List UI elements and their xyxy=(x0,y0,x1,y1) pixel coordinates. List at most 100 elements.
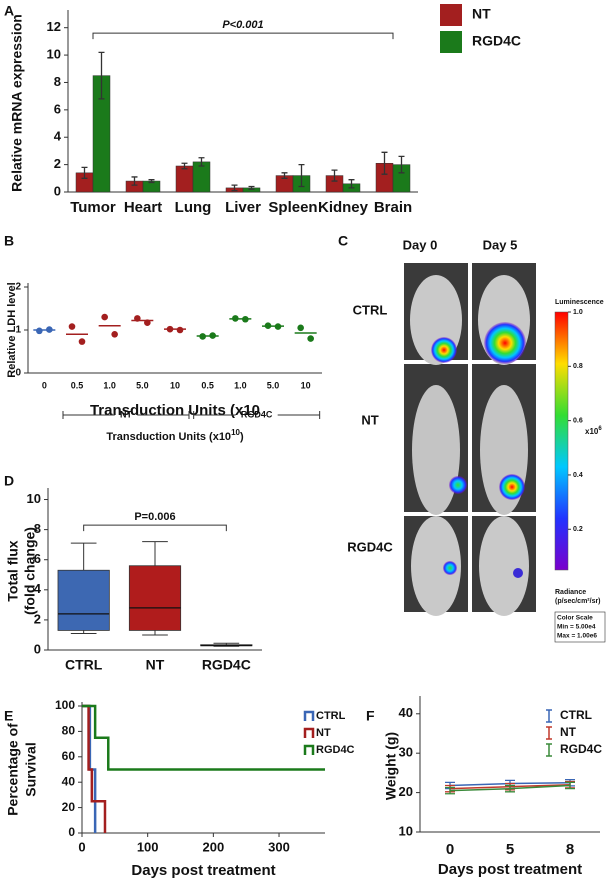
legend-label: RGD4C xyxy=(560,742,602,756)
x-tick-label: Tumor xyxy=(70,199,116,216)
x-tick-label: 10 xyxy=(170,380,180,390)
y-axis-label: Weight (g) xyxy=(383,732,399,800)
colorbar-tick-label: 0.6 xyxy=(573,417,583,424)
x-tick-label: 1.0 xyxy=(234,380,247,390)
box xyxy=(128,565,182,631)
x-tick-label: 100 xyxy=(137,839,159,854)
error-bar xyxy=(398,155,405,174)
error-bar xyxy=(381,151,388,175)
y-tick-label: 0 xyxy=(68,825,75,839)
y-tick-label: 2 xyxy=(54,156,61,171)
x-tick-label: 10 xyxy=(301,380,311,390)
y-tick-label: 6 xyxy=(34,551,41,566)
color-scale-box xyxy=(554,611,606,643)
whisker-lower xyxy=(142,630,168,636)
x-tick-label: Brain xyxy=(374,199,412,216)
y-tick-label: 10 xyxy=(47,47,61,62)
x-tick-label: Kidney xyxy=(318,199,369,216)
mouse xyxy=(479,516,529,616)
error-bar xyxy=(131,176,138,186)
signal xyxy=(513,568,523,578)
data-point xyxy=(78,338,86,345)
y-tick-label: 0 xyxy=(15,368,21,379)
colorbar-unit: x106 xyxy=(585,426,602,437)
x-tick-label: NT xyxy=(146,657,165,673)
error-bar xyxy=(298,163,305,188)
data-point xyxy=(307,335,314,342)
x-tick-label: 5.0 xyxy=(267,380,280,390)
signal xyxy=(484,322,526,364)
error-bar xyxy=(248,185,255,190)
mouse xyxy=(412,385,460,515)
y-tick-label: 2 xyxy=(34,611,41,626)
x-tick-label: 1.0 xyxy=(103,380,116,390)
panel-label: F xyxy=(366,708,375,724)
signal xyxy=(431,337,457,363)
error-bar xyxy=(331,169,338,182)
bar xyxy=(175,165,194,193)
y-tick-label: 60 xyxy=(62,749,76,763)
y-tick-label: 8 xyxy=(54,74,61,89)
x-tick-label: 0 xyxy=(446,841,454,858)
group-label: NT xyxy=(120,409,132,419)
radiance-label: (p/sec/cm²/sr) xyxy=(555,598,601,605)
whisker-upper xyxy=(142,541,168,566)
annotation: P<0.001 xyxy=(222,19,263,31)
legend-label: NT xyxy=(316,727,331,739)
colorbar-tick-label: 0.8 xyxy=(573,363,583,370)
box xyxy=(57,569,110,631)
significance-bracket xyxy=(83,524,227,532)
panel-label: E xyxy=(4,708,13,724)
y-axis-label: Total flux xyxy=(5,540,21,601)
data-point xyxy=(68,323,76,330)
y-axis-label: Percentage of xyxy=(5,723,21,816)
y-tick-label: 40 xyxy=(399,705,413,720)
panel-label: C xyxy=(338,233,348,249)
colorbar-tick-label: 0.2 xyxy=(573,526,583,533)
color-scale-text: Max = 1.00e6 xyxy=(557,633,597,640)
data-point xyxy=(101,313,108,321)
legend-icon xyxy=(303,727,315,738)
x-axis-label: Transduction Units (x10 xyxy=(90,402,260,419)
legend-label: NT xyxy=(472,6,491,22)
legend-swatch xyxy=(440,31,462,53)
signal xyxy=(443,561,457,575)
x-tick-label: RGD4C xyxy=(202,657,251,673)
whisker-lower xyxy=(70,630,97,634)
panel-label: A xyxy=(4,3,14,19)
y-axis-label: Survival xyxy=(23,742,39,796)
row-label: CTRL xyxy=(353,302,388,317)
legend-swatch xyxy=(440,4,462,26)
group-bracket xyxy=(62,411,190,419)
y-axis-label: (fold change) xyxy=(22,527,38,615)
x-axis-label-base: Transduction Units (x10 xyxy=(106,431,231,443)
colorbar-tick-label: 0.4 xyxy=(573,472,583,479)
legend-icon xyxy=(303,744,315,755)
x-axis-label: Days post treatment xyxy=(438,861,582,878)
y-tick-label: 40 xyxy=(62,774,76,788)
y-tick-label: 10 xyxy=(399,823,413,838)
mouse-images xyxy=(404,263,606,643)
y-tick-label: 100 xyxy=(55,698,75,712)
x-tick-label: 0 xyxy=(78,839,85,854)
y-tick-label: 10 xyxy=(27,491,41,506)
colorbar-unit-base: x10 xyxy=(585,427,599,436)
column-label: Day 0 xyxy=(403,237,438,252)
error-bar xyxy=(98,51,105,100)
error-bar xyxy=(181,162,188,170)
y-tick-label: 8 xyxy=(34,521,41,536)
legend-icon xyxy=(546,726,552,740)
error-bar xyxy=(198,157,205,167)
legend-icon xyxy=(546,709,552,723)
annotation: P=0.006 xyxy=(134,511,175,523)
x-tick-label: Lung xyxy=(175,199,212,216)
x-tick-label: 8 xyxy=(566,841,574,858)
error-bar xyxy=(231,184,238,192)
legend-label: CTRL xyxy=(316,710,346,722)
y-axis-label: Relative LDH level xyxy=(6,282,18,377)
y-axis-label: Relative mRNA expression xyxy=(9,14,25,192)
radiance-label: Radiance xyxy=(555,589,586,596)
legend-label: CTRL xyxy=(560,708,592,722)
